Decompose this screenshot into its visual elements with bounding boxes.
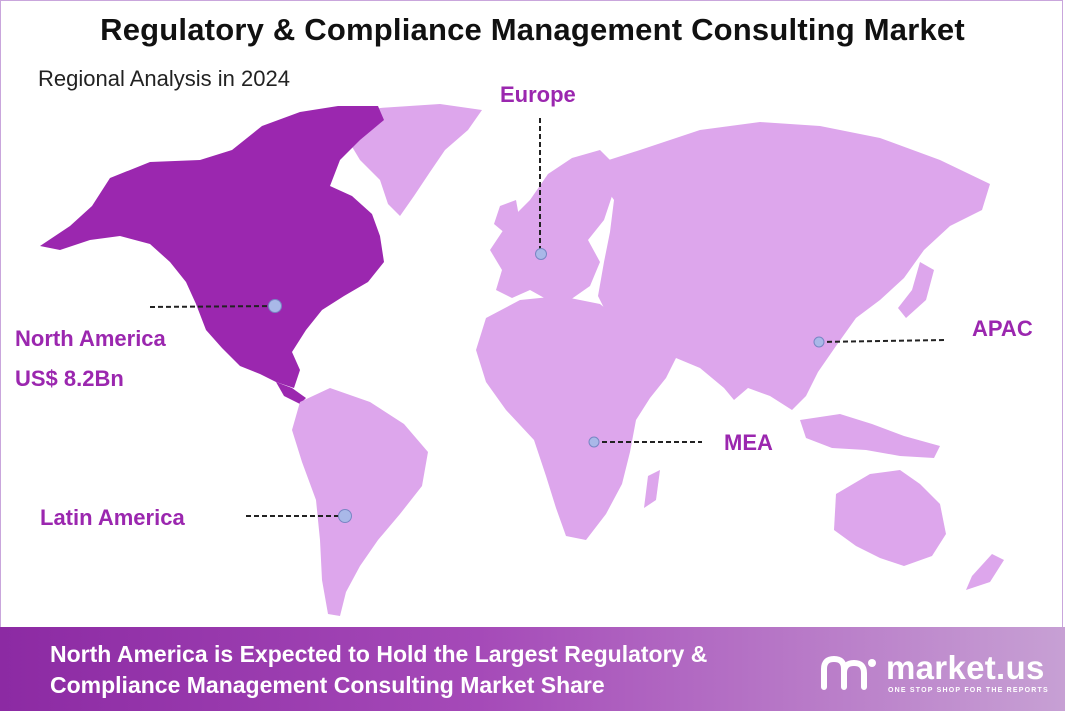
region-new-zealand <box>966 554 1004 590</box>
footer-banner: North America is Expected to Hold the La… <box>0 627 1065 711</box>
region-europe <box>490 150 620 300</box>
region-greenland <box>345 104 482 216</box>
leader-line-north-america <box>149 305 276 308</box>
region-south-america <box>292 388 428 616</box>
label-mea: MEA <box>724 430 773 455</box>
label-north-america: North America <box>15 326 166 351</box>
region-se-asia-islands <box>800 414 940 458</box>
market-us-logo-icon <box>821 655 876 690</box>
marker-north-america <box>268 299 282 313</box>
value-north-america: US$ 8.2Bn <box>15 366 124 391</box>
region-australia <box>834 470 946 566</box>
page-title: Regulatory & Compliance Management Consu… <box>100 12 965 47</box>
brand: market.us ONE STOP SHOP FOR THE REPORTS <box>818 649 1058 694</box>
label-apac: APAC <box>972 316 1033 341</box>
label-latin-america: Latin America <box>40 505 185 530</box>
world-map <box>40 104 1004 616</box>
footer-text: North America is Expected to Hold the La… <box>50 641 708 698</box>
region-asia <box>590 122 990 410</box>
region-africa <box>476 296 684 540</box>
region-central-america <box>276 382 306 404</box>
marker-mea <box>588 436 600 448</box>
marker-europe <box>535 248 547 260</box>
marker-latin-america <box>338 509 352 523</box>
label-europe: Europe <box>500 82 576 107</box>
brand-name: market.us <box>886 649 1045 686</box>
leader-line-apac <box>818 339 945 343</box>
region-madagascar <box>644 470 660 508</box>
page-subtitle: Regional Analysis in 2024 <box>38 66 290 91</box>
marker-apac <box>813 336 825 348</box>
region-uk <box>494 200 520 234</box>
region-north-america <box>40 106 384 388</box>
brand-tagline: ONE STOP SHOP FOR THE REPORTS <box>888 687 1049 694</box>
region-japan <box>898 262 934 318</box>
